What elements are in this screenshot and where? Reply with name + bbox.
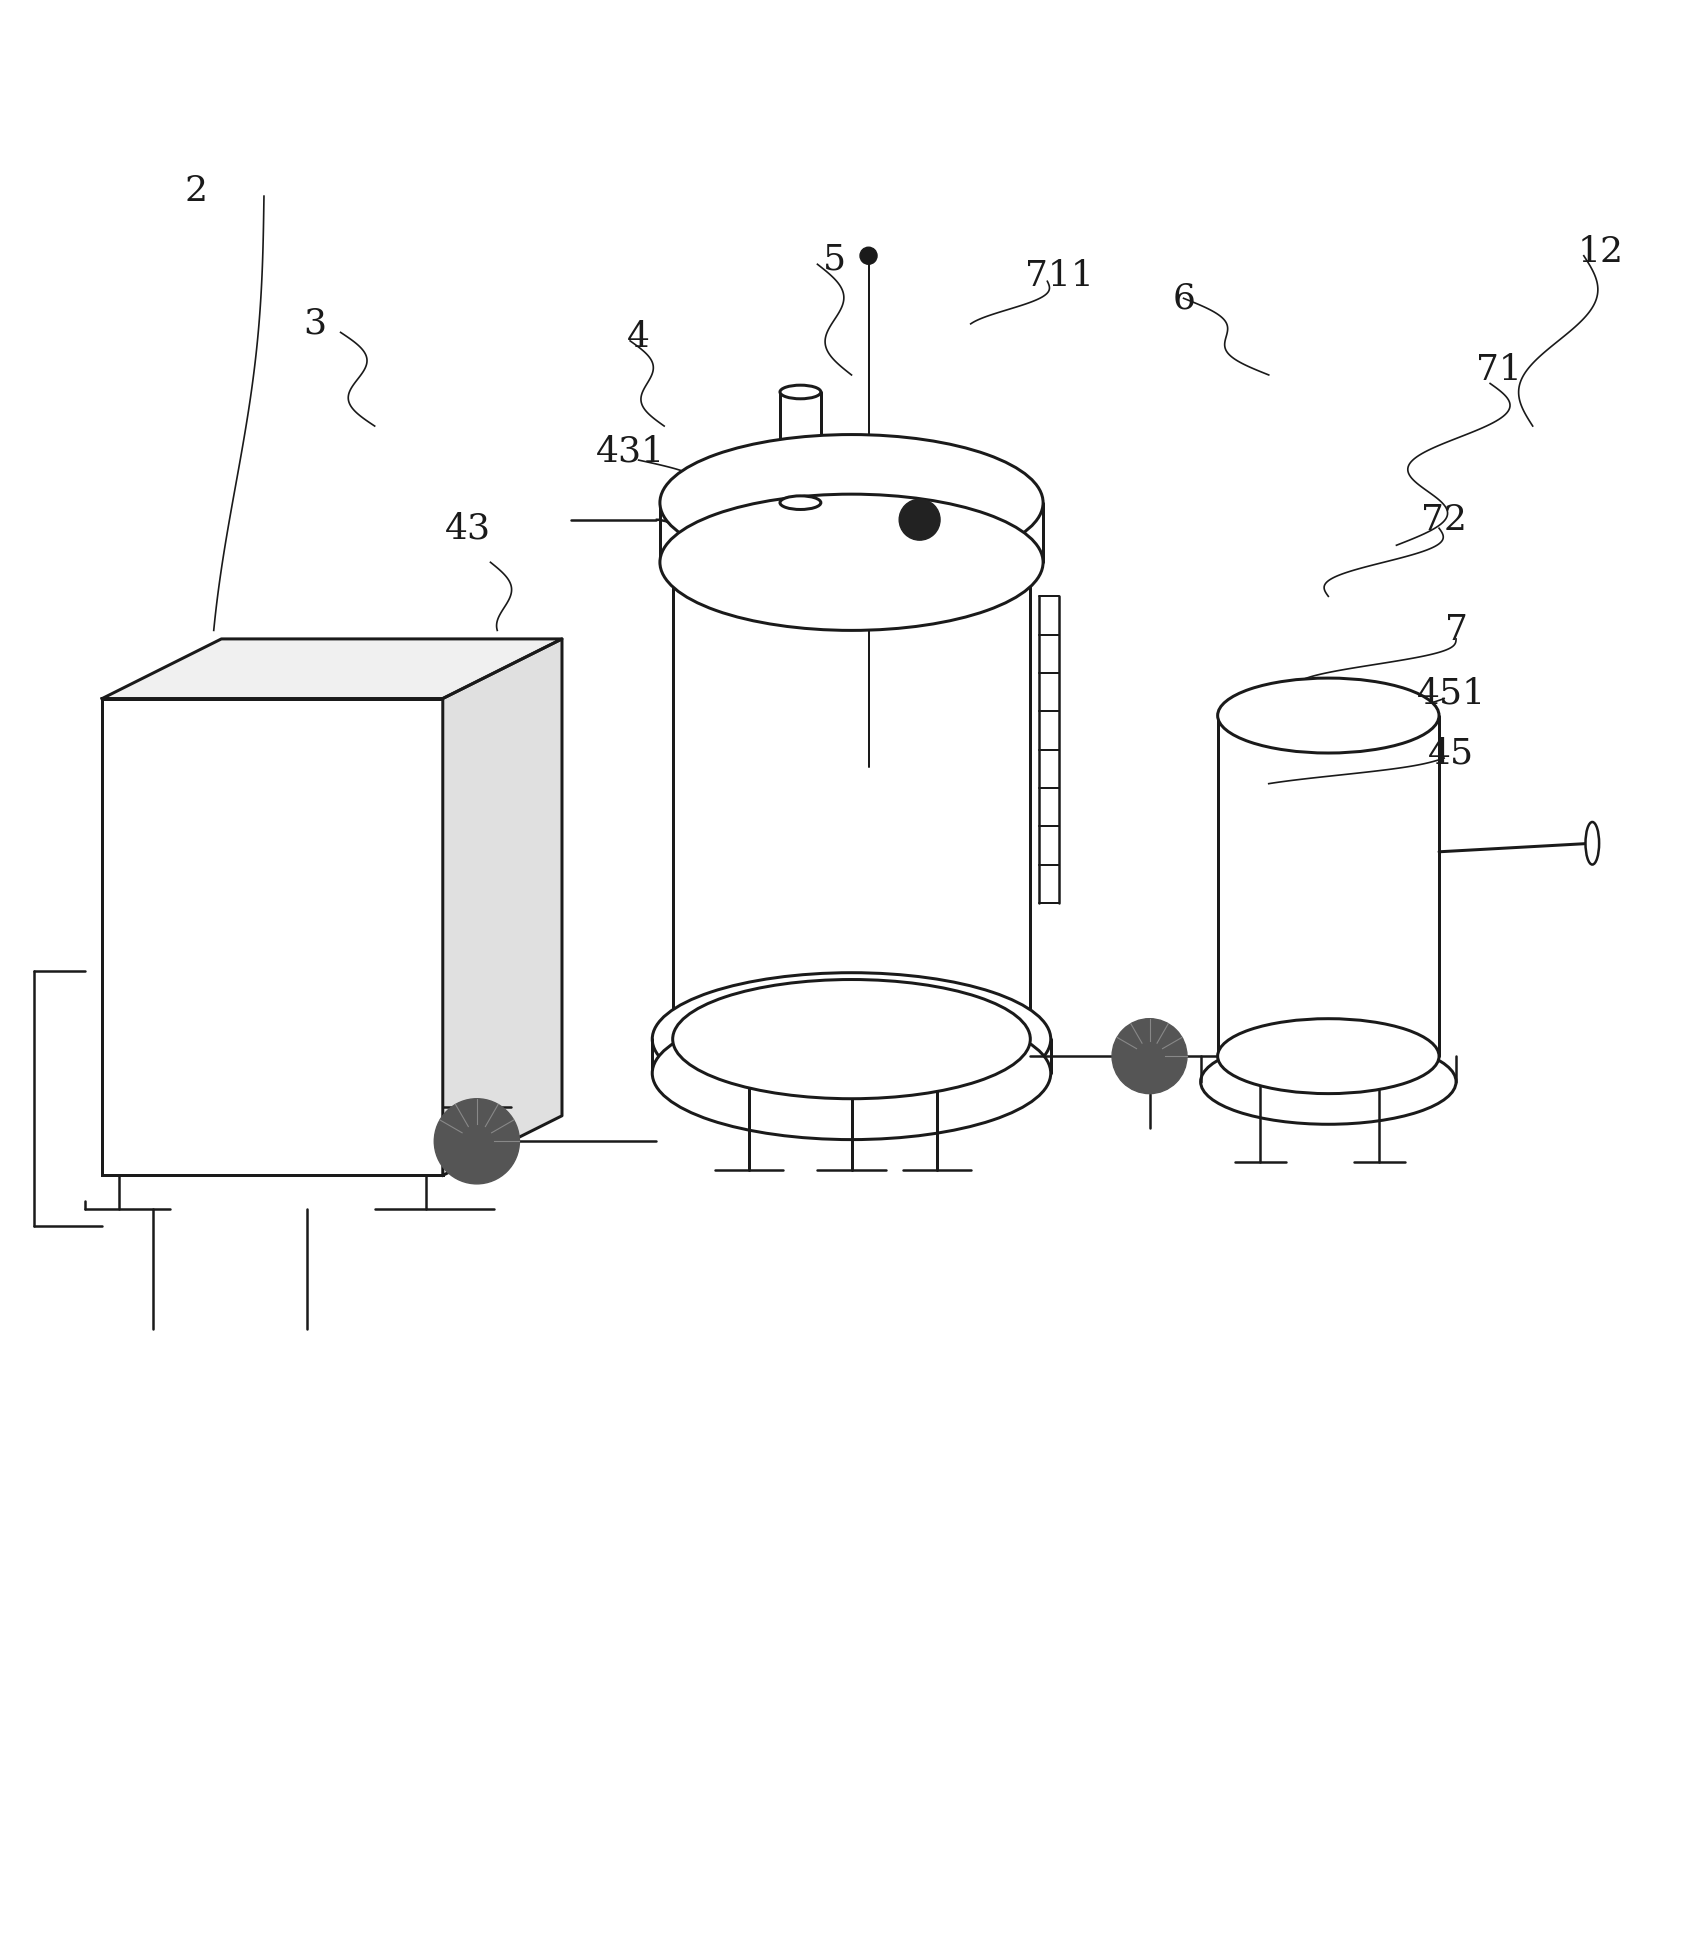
Text: 3: 3 <box>303 307 327 342</box>
Ellipse shape <box>652 1006 1051 1140</box>
Text: 7: 7 <box>1444 614 1468 647</box>
Text: 12: 12 <box>1577 235 1625 270</box>
Ellipse shape <box>1585 821 1599 864</box>
Polygon shape <box>102 639 562 699</box>
Text: 45: 45 <box>1427 736 1475 771</box>
Ellipse shape <box>780 495 821 509</box>
Text: 431: 431 <box>596 435 664 468</box>
Ellipse shape <box>1201 1039 1456 1124</box>
Text: 451: 451 <box>1417 676 1485 711</box>
Ellipse shape <box>673 503 1030 621</box>
Ellipse shape <box>780 385 821 398</box>
Circle shape <box>899 499 940 540</box>
Text: 6: 6 <box>1172 282 1196 315</box>
Text: 4: 4 <box>627 320 651 355</box>
Text: 5: 5 <box>823 243 846 276</box>
Text: 43: 43 <box>444 511 492 546</box>
Text: 72: 72 <box>1422 503 1466 536</box>
Ellipse shape <box>661 435 1042 571</box>
Polygon shape <box>443 639 562 1175</box>
Text: 71: 71 <box>1477 353 1521 386</box>
Circle shape <box>434 1099 519 1185</box>
Ellipse shape <box>1218 678 1439 753</box>
Bar <box>102 699 443 1175</box>
Ellipse shape <box>652 973 1051 1105</box>
Text: 711: 711 <box>1025 258 1093 293</box>
Circle shape <box>860 247 877 264</box>
Text: 2: 2 <box>184 175 208 208</box>
Circle shape <box>1112 1020 1187 1093</box>
Ellipse shape <box>661 493 1042 631</box>
Ellipse shape <box>1218 1020 1439 1093</box>
Ellipse shape <box>673 979 1030 1099</box>
